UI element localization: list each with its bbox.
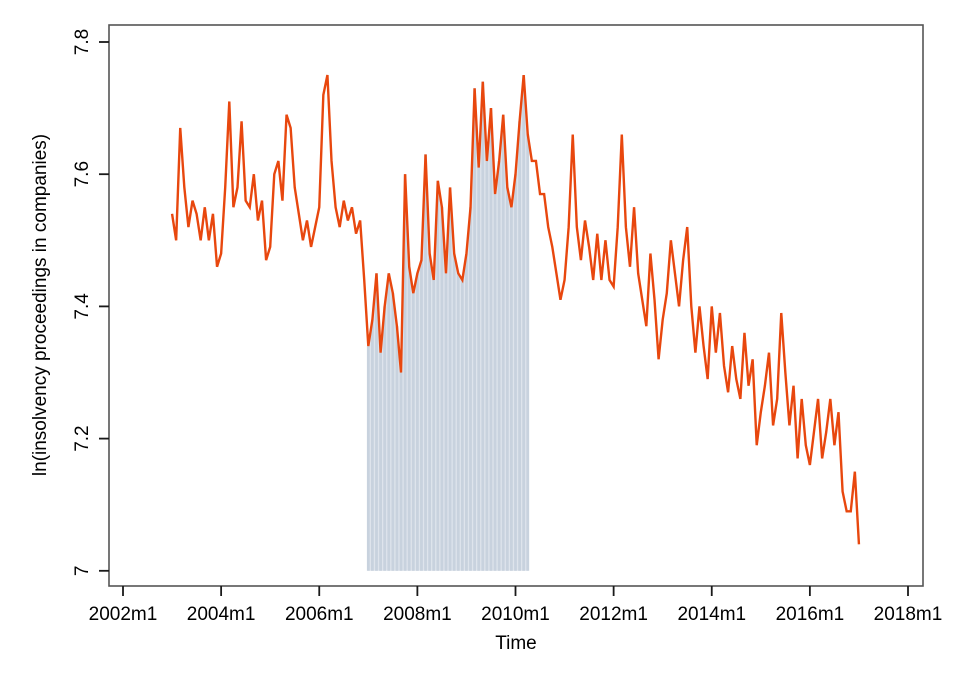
crisis-shaded-bar xyxy=(436,180,440,571)
crisis-shaded-bar xyxy=(420,260,423,571)
crisis-shaded-bar xyxy=(444,273,448,571)
crisis-shaded-bar xyxy=(407,266,411,571)
crisis-shaded-bar xyxy=(424,154,427,571)
crisis-shaded-bar xyxy=(497,160,501,571)
crisis-shaded-bar xyxy=(489,108,493,571)
x-tick-label: 2014m1 xyxy=(677,604,746,625)
crisis-shaded-bar xyxy=(379,352,382,571)
y-tick-label: 7 xyxy=(72,566,93,577)
crisis-shaded-bar xyxy=(477,167,481,571)
x-tick-label: 2006m1 xyxy=(285,604,354,625)
crisis-shaded-bar xyxy=(460,279,464,571)
x-tick-label: 2018m1 xyxy=(874,604,943,625)
crisis-shaded-bar xyxy=(415,273,419,571)
crisis-shaded-bar xyxy=(493,194,497,571)
crisis-shaded-bar xyxy=(387,273,391,571)
crisis-shaded-bar xyxy=(485,160,489,571)
crisis-shaded-bar xyxy=(522,75,526,571)
crisis-shaded-bar xyxy=(391,293,395,571)
x-axis-title: Time xyxy=(495,633,537,654)
crisis-shaded-bar xyxy=(514,174,517,571)
y-axis-title: ln(insolvency proceedings in companies) xyxy=(30,134,51,476)
crisis-shaded-bar xyxy=(469,207,472,571)
crisis-shaded-bar xyxy=(432,279,436,571)
crisis-shaded-bar xyxy=(481,81,485,571)
crisis-shaded-bar xyxy=(501,114,505,571)
crisis-shaded-bar xyxy=(371,319,374,571)
crisis-shaded-bar xyxy=(465,253,468,571)
crisis-shaded-bar xyxy=(526,134,530,571)
crisis-shaded-bar xyxy=(395,326,399,571)
x-tick-label: 2010m1 xyxy=(481,604,550,625)
crisis-shaded-bar xyxy=(375,273,378,571)
crisis-shaded-bar xyxy=(366,346,370,571)
x-tick-label: 2002m1 xyxy=(89,604,158,625)
x-tick-label: 2004m1 xyxy=(187,604,256,625)
crisis-shaded-bar xyxy=(440,207,444,571)
crisis-shaded-bar xyxy=(428,253,432,571)
x-tick-label: 2016m1 xyxy=(776,604,845,625)
y-tick-label: 7.8 xyxy=(72,29,93,55)
crisis-shaded-bar xyxy=(456,273,460,571)
plot-area: 7 7.2 7.4 7.6 7.8 2002m1 2004m1 2006m1 2008m1 201… xyxy=(72,24,943,625)
crisis-shaded-bar xyxy=(403,174,407,571)
crisis-shaded-bar xyxy=(399,372,403,571)
crisis-shaded-bar xyxy=(411,293,415,571)
y-tick-label: 7.4 xyxy=(72,293,93,320)
y-tick-label: 7.2 xyxy=(72,425,93,451)
crisis-shaded-bar xyxy=(510,207,513,571)
x-tick-label: 2008m1 xyxy=(383,604,452,625)
insolvency-series-line xyxy=(170,74,861,545)
y-tick-label: 7.6 xyxy=(72,161,93,187)
crisis-shaded-bar xyxy=(473,88,477,571)
crisis-shaded-bar xyxy=(505,187,509,571)
crisis-shaded-bar xyxy=(518,121,521,571)
x-tick-label: 2012m1 xyxy=(579,604,648,625)
crisis-shaded-bar xyxy=(448,187,452,571)
crisis-shaded-bar xyxy=(383,306,387,571)
crisis-shaded-bar xyxy=(452,253,456,571)
